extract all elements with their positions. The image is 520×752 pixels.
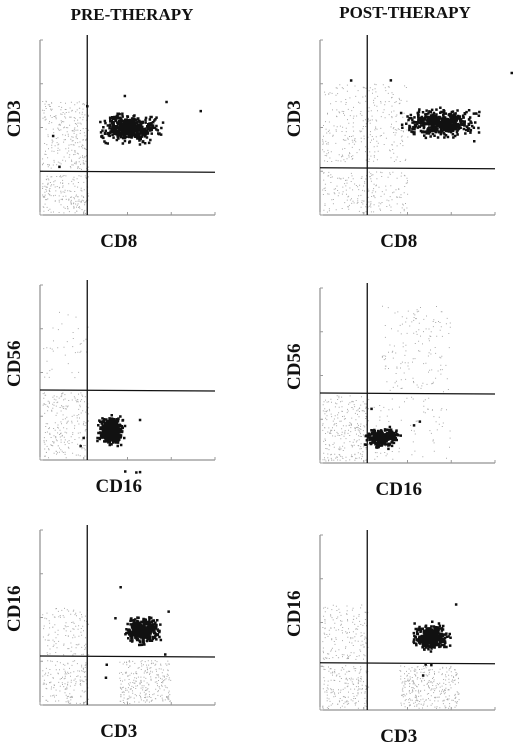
quadrant-line (319, 167, 496, 170)
x-axis-label: CD16 (96, 476, 142, 497)
event-dots (42, 311, 89, 459)
y-axis-label: CD3 (284, 100, 305, 137)
y-axis-label: CD16 (4, 586, 25, 632)
quadrant-line (319, 662, 496, 665)
quadrant-line (39, 389, 216, 392)
event-cluster (349, 71, 513, 143)
event-dots (42, 100, 89, 214)
x-axis-label: CD8 (380, 231, 417, 252)
event-dots (322, 604, 460, 709)
quadrant-line (319, 392, 496, 395)
event-cluster (412, 603, 458, 677)
event-cluster (51, 94, 203, 169)
x-axis-label: CD16 (376, 479, 422, 500)
y-axis-label: CD3 (4, 100, 25, 137)
event-cluster (104, 586, 170, 679)
event-dots (322, 83, 409, 214)
y-axis-label: CD56 (4, 341, 25, 387)
event-dots (42, 607, 172, 704)
x-axis-label: CD3 (100, 721, 137, 742)
quadrant-line (39, 170, 216, 173)
y-axis-label: CD56 (284, 344, 305, 390)
x-axis-label: CD8 (100, 231, 137, 252)
event-cluster (79, 414, 142, 474)
y-axis-label: CD16 (284, 591, 305, 637)
x-axis-label: CD3 (380, 726, 417, 747)
quadrant-line (39, 655, 216, 658)
event-cluster (363, 407, 422, 451)
column-title: POST-THERAPY (339, 3, 471, 22)
column-title: PRE-THERAPY (71, 5, 194, 24)
